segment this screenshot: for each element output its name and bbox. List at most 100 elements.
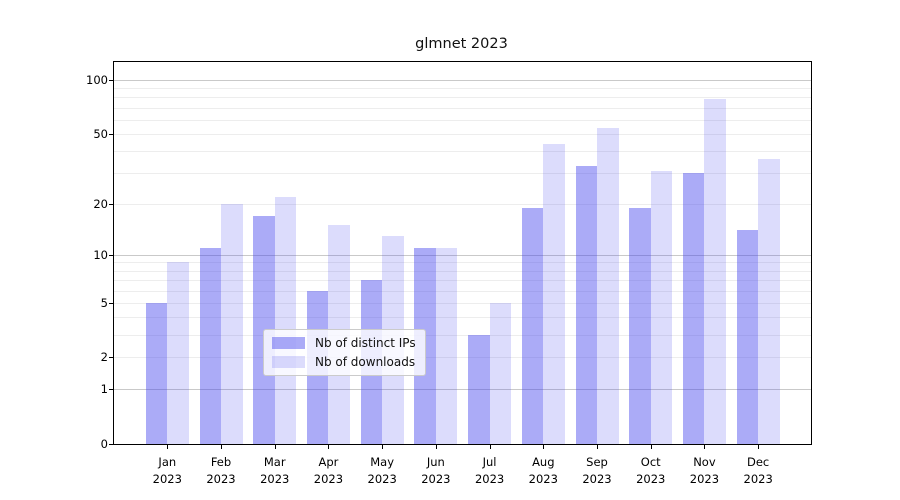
- gridline-minor: [114, 334, 811, 336]
- gridline-minor: [114, 119, 811, 121]
- x-tick-year: 2023: [152, 472, 182, 486]
- y-tick-mark: [109, 444, 113, 445]
- y-tick-label: 1: [100, 382, 108, 397]
- bar-distinct-ips: [682, 173, 705, 444]
- x-tick-label: Jul 2023: [460, 454, 520, 488]
- bar-distinct-ips: [736, 230, 759, 444]
- x-tick-year: 2023: [689, 472, 720, 486]
- x-tick-mark: [382, 445, 384, 449]
- x-tick-label: Sep 2023: [567, 454, 627, 488]
- gridline-major: [114, 254, 811, 256]
- bar-distinct-ips: [199, 248, 221, 444]
- gridline-minor: [114, 279, 811, 281]
- bar-distinct-ips: [468, 334, 490, 444]
- x-tick-month: Aug: [532, 455, 555, 469]
- gridline-minor: [114, 151, 811, 153]
- gridline-minor: [114, 302, 811, 304]
- y-tick-mark: [109, 357, 113, 359]
- chart-title: glmnet 2023: [415, 36, 508, 52]
- legend-label-downloads: Nb of downloads: [315, 355, 416, 369]
- x-tick-month: Jun: [426, 455, 445, 469]
- x-tick-year: 2023: [474, 472, 505, 486]
- y-tick-label: 5: [100, 295, 108, 310]
- bar-downloads: [597, 127, 619, 444]
- legend-row: Nb of downloads: [272, 355, 416, 369]
- x-tick-label: Apr 2023: [298, 454, 358, 488]
- y-tick-mark: [109, 302, 113, 304]
- y-tick-label: 50: [93, 126, 108, 141]
- bar-downloads: [221, 203, 243, 444]
- x-tick-month: Sep: [586, 455, 608, 469]
- gridline-minor: [114, 173, 811, 175]
- x-tick-month: Apr: [318, 455, 339, 469]
- legend: Nb of distinct IPs Nb of downloads: [263, 329, 426, 376]
- bar-downloads: [704, 99, 726, 444]
- x-tick-mark: [489, 445, 491, 449]
- x-tick-mark: [167, 445, 169, 449]
- x-tick-label: Dec 2023: [728, 454, 788, 488]
- x-tick-year: 2023: [313, 472, 344, 486]
- y-tick-label: 0: [100, 437, 108, 451]
- x-tick-mark: [435, 445, 437, 449]
- bar-downloads: [543, 143, 565, 444]
- bar-downloads: [650, 170, 673, 444]
- x-tick-year: 2023: [260, 472, 290, 486]
- y-tick-mark: [109, 203, 113, 205]
- x-tick-mark: [597, 445, 598, 449]
- bar-downloads: [758, 159, 780, 444]
- x-tick-month: Mar: [263, 455, 286, 469]
- x-tick-month: Feb: [210, 455, 232, 469]
- x-tick-year: 2023: [367, 472, 397, 486]
- x-tick-label: May 2023: [352, 454, 412, 488]
- x-tick-mark: [704, 445, 706, 449]
- y-tick-mark: [109, 254, 113, 256]
- x-tick-mark: [274, 445, 276, 449]
- bar-distinct-ips: [521, 207, 544, 444]
- y-tick-mark: [109, 133, 113, 135]
- bar-downloads: [274, 196, 297, 444]
- x-tick-year: 2023: [528, 472, 558, 486]
- bar-distinct-ips: [575, 165, 597, 444]
- x-tick-month: Jul: [482, 455, 497, 469]
- x-tick-label: Nov 2023: [674, 454, 734, 488]
- gridline-minor: [114, 270, 811, 272]
- y-tick-label: 20: [93, 196, 108, 211]
- y-tick-label: 2: [100, 350, 108, 365]
- x-tick-mark: [543, 445, 545, 449]
- x-tick-month: Jan: [158, 455, 177, 469]
- y-tick-mark: [109, 80, 113, 81]
- x-tick-month: Oct: [640, 455, 661, 469]
- plot-area: 0 1 2 5 10 20 50 100 Jan 2023 Feb 2023 Mar 2023 Apr 202…: [86, 61, 812, 486]
- bar-distinct-ips: [629, 207, 651, 444]
- gridline-minor: [114, 262, 811, 264]
- x-tick-label: Mar 2023: [245, 454, 305, 488]
- x-tick-mark: [650, 445, 652, 449]
- gridline-minor: [114, 97, 811, 99]
- x-tick-label: Feb 2023: [191, 454, 251, 488]
- x-tick-year: 2023: [636, 472, 666, 486]
- gridline-minor: [114, 357, 811, 359]
- bar-downloads: [167, 262, 189, 444]
- x-tick-label: Jun 2023: [406, 454, 466, 488]
- gridline-minor: [114, 203, 811, 205]
- legend-label-distinct-ips: Nb of distinct IPs: [315, 336, 416, 350]
- x-tick-month: Dec: [747, 455, 770, 469]
- gridline-minor: [114, 133, 811, 135]
- gridline-minor: [114, 290, 811, 292]
- y-tick-label: 100: [86, 73, 108, 87]
- x-tick-year: 2023: [206, 472, 236, 486]
- gridline-minor: [114, 107, 811, 109]
- y-tick-mark: [109, 389, 113, 391]
- x-tick-label: Jan 2023: [137, 454, 197, 488]
- legend-row: Nb of distinct IPs: [272, 336, 416, 350]
- gridline-minor: [114, 88, 811, 90]
- y-tick-label: 10: [93, 247, 108, 262]
- x-tick-year: 2023: [743, 472, 773, 486]
- x-tick-label: Aug 2023: [513, 454, 573, 488]
- gridline-minor: [114, 317, 811, 319]
- legend-swatch-distinct-ips: [272, 337, 305, 349]
- legend-swatch-downloads: [272, 356, 305, 368]
- x-tick-year: 2023: [421, 472, 451, 486]
- bar-downloads: [489, 302, 512, 444]
- gridline-major: [114, 80, 811, 81]
